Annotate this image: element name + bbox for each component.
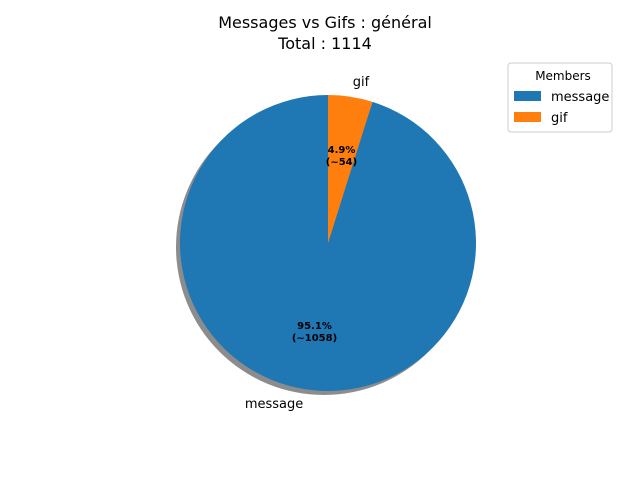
pie-labels: message 95.1%(~1058) gif 4.9%(~54) bbox=[245, 75, 370, 412]
legend: Members message gif bbox=[507, 62, 613, 133]
legend-label-gif: gif bbox=[551, 111, 568, 126]
pie-slices bbox=[179, 95, 476, 391]
slice-count-message: (~1058) bbox=[292, 333, 337, 344]
chart-title: Messages vs Gifs : général bbox=[218, 13, 432, 32]
legend-title: Members bbox=[535, 69, 591, 83]
chart-subtitle: Total : 1114 bbox=[277, 34, 372, 53]
slice-count-gif: (~54) bbox=[326, 157, 357, 168]
slice-label-gif: gif bbox=[353, 75, 370, 90]
pie-slice-gif bbox=[328, 95, 373, 243]
slice-percent-gif: 4.9% bbox=[328, 145, 356, 156]
legend-swatch-message bbox=[514, 91, 541, 101]
legend-swatch-gif bbox=[514, 112, 541, 122]
slice-label-message: message bbox=[245, 397, 303, 412]
legend-items: message gif bbox=[514, 90, 609, 126]
legend-label-message: message bbox=[551, 90, 609, 105]
slice-percent-message: 95.1% bbox=[297, 321, 332, 332]
